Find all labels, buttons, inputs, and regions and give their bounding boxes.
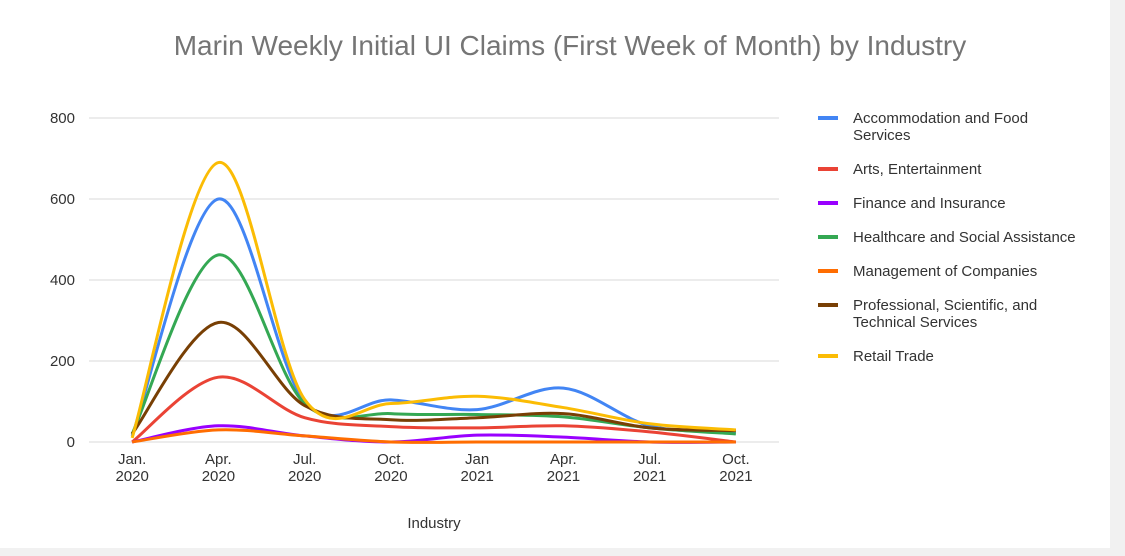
- series-line: [130, 197, 736, 437]
- x-tick-label: Jul. 2021: [633, 451, 666, 485]
- series-line: [131, 375, 737, 444]
- x-axis-title: Industry: [407, 515, 461, 532]
- x-tick-label: Oct. 2020: [374, 451, 407, 485]
- series-line: [130, 161, 736, 439]
- chart-background: [0, 0, 1110, 548]
- x-tick-label: Apr. 2021: [547, 451, 580, 485]
- y-tick-label: 800: [50, 110, 75, 127]
- x-tick-label: Jan 2021: [460, 451, 493, 485]
- legend-label: Accommodation and Food Services: [853, 110, 1028, 144]
- x-tick-label: Apr. 2020: [202, 451, 235, 485]
- x-tick-label: Oct. 2021: [719, 451, 752, 485]
- x-tick-label: Jul. 2020: [288, 451, 321, 485]
- y-tick-label: 200: [50, 353, 75, 370]
- y-tick-label: 0: [67, 434, 75, 451]
- legend-label: Healthcare and Social Assistance: [853, 229, 1076, 246]
- series-line: [130, 321, 736, 435]
- legend-label: Management of Companies: [853, 263, 1037, 280]
- legend-label: Arts, Entertainment: [853, 161, 982, 178]
- legend-label: Finance and Insurance: [853, 195, 1006, 212]
- chart-title: Marin Weekly Initial UI Claims (First We…: [174, 30, 967, 61]
- legend-label: Retail Trade: [853, 348, 934, 365]
- series-line: [131, 428, 736, 444]
- y-tick-label: 400: [50, 272, 75, 289]
- y-tick-label: 600: [50, 191, 75, 208]
- x-tick-label: Jan. 2020: [115, 451, 148, 485]
- legend-label: Professional, Scientific, and Technical S…: [853, 297, 1037, 331]
